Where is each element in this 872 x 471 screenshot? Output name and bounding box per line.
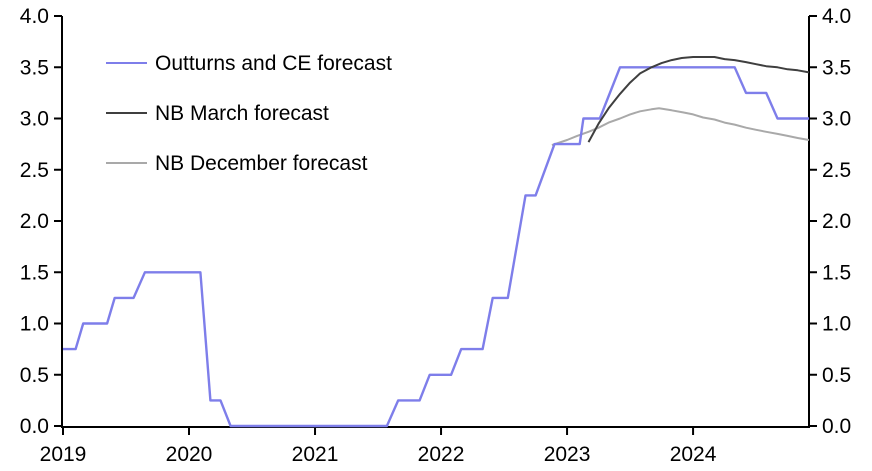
x-tick-label: 2024: [670, 443, 717, 466]
x-tick-label: 2019: [40, 443, 87, 466]
y-tick-label-left: 1.5: [20, 261, 49, 284]
x-tick-label: 2023: [544, 443, 591, 466]
x-tick-label: 2020: [166, 443, 213, 466]
y-tick-label-left: 2.0: [20, 210, 49, 233]
y-tick-label-left: 3.5: [20, 56, 49, 79]
y-tick-label-left: 1.0: [20, 313, 49, 336]
y-tick-label-left: 4.0: [20, 5, 49, 28]
y-tick-label-right: 3.5: [822, 56, 851, 79]
legend-swatch-nb-march: [106, 112, 147, 114]
legend-swatch-nb-december: [106, 162, 147, 164]
legend-item-nb-december: NB December forecast: [106, 138, 392, 188]
series-line-nb-march: [587, 56, 810, 143]
chart-legend: Outturns and CE forecast NB March foreca…: [106, 38, 392, 188]
legend-swatch-outturns-ce: [106, 62, 147, 64]
legend-label-outturns-ce: Outturns and CE forecast: [155, 51, 392, 75]
x-tick-label: 2022: [418, 443, 465, 466]
legend-label-nb-march: NB March forecast: [155, 101, 329, 125]
y-tick-label-right: 3.0: [822, 108, 851, 131]
y-tick-label-left: 0.5: [20, 364, 49, 387]
y-tick-label-right: 4.0: [822, 5, 851, 28]
legend-item-nb-march: NB March forecast: [106, 88, 392, 138]
legend-label-nb-december: NB December forecast: [155, 151, 368, 175]
y-tick-label-right: 2.0: [822, 210, 851, 233]
y-tick-label-left: 3.0: [20, 108, 49, 131]
x-tick-label: 2021: [292, 443, 339, 466]
y-tick-label-right: 0.5: [822, 364, 851, 387]
y-tick-label-right: 1.5: [822, 261, 851, 284]
y-tick-label-right: 0.0: [822, 415, 851, 438]
y-tick-label-left: 0.0: [20, 415, 49, 438]
y-tick-label-right: 2.5: [822, 159, 851, 182]
y-tick-label-right: 1.0: [822, 313, 851, 336]
series-line-nb-december: [551, 107, 810, 147]
y-tick-label-left: 2.5: [20, 159, 49, 182]
series-line-outturns-ce: [63, 66, 809, 428]
legend-item-outturns-ce: Outturns and CE forecast: [106, 38, 392, 88]
